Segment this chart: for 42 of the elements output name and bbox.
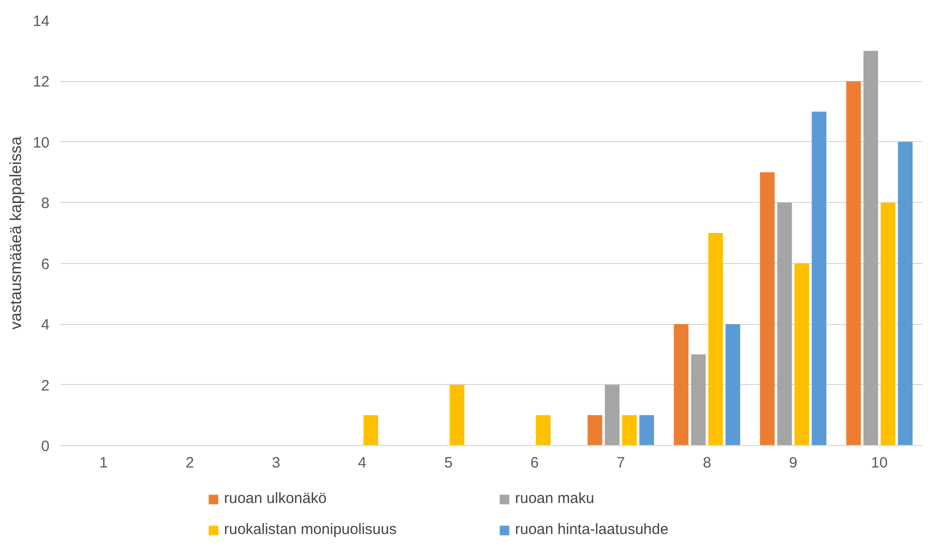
x-tick-label: 6 [530,454,539,472]
bar [622,415,637,446]
y-tick-label: 14 [32,13,50,30]
legend-label: ruoan hinta-laatusuhde [515,521,670,538]
x-tick-label: 2 [186,454,194,472]
bar [536,415,551,446]
y-tick-label: 0 [41,438,50,455]
x-tick-label: 10 [871,454,888,472]
bar [450,384,464,446]
y-axis-title: vastausmääeä kappaleissa [8,136,25,330]
y-tick-label: 10 [32,134,50,152]
bar [726,324,740,446]
bar [898,142,913,446]
bar [846,81,861,446]
bar [812,112,826,446]
x-tick-label: 8 [702,454,712,472]
bar [880,202,896,446]
y-tick-label: 6 [41,256,50,273]
x-tick-label: 5 [444,454,453,472]
bar [760,172,775,446]
bar [674,324,688,446]
bar [639,415,654,446]
x-tick-label: 7 [616,454,625,472]
x-tick-label: 1 [99,454,108,472]
y-tick-label: 4 [41,316,50,334]
bar [863,50,878,446]
bar [777,202,792,446]
y-tick-label: 2 [41,377,50,394]
x-tick-label: 3 [272,454,280,472]
bar [708,233,723,446]
bar [604,384,620,446]
legend-label: ruoan ulkonäkö [224,490,328,507]
x-tick-label: 9 [789,454,798,472]
y-tick-label: 8 [41,195,50,212]
bar [588,415,602,446]
bar [794,263,810,446]
y-tick-label: 12 [32,74,50,91]
bar [691,354,706,446]
legend-label: ruokalistan monipuolisuus [224,521,398,538]
x-tick-label: 4 [358,454,366,472]
bar [363,415,378,446]
legend-label: ruoan maku [515,490,596,507]
